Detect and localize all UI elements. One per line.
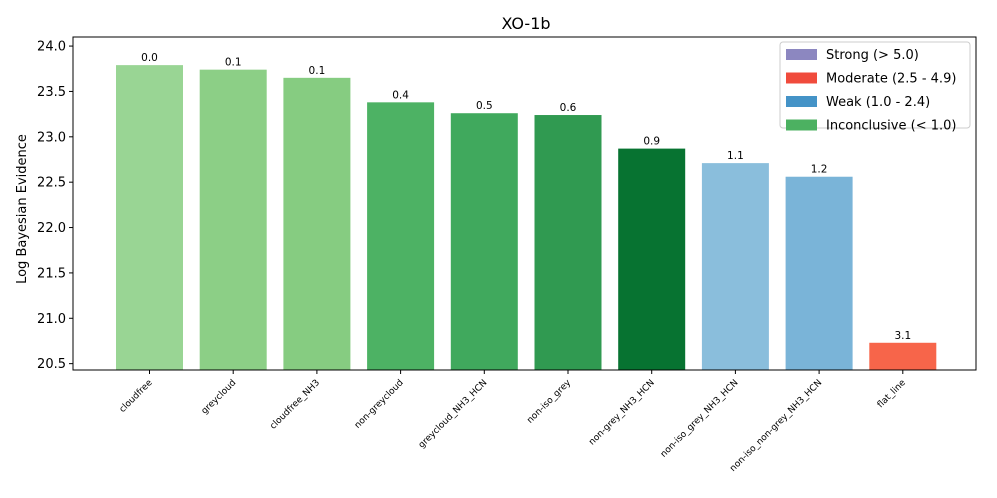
bar-greycloud-nh3-hcn xyxy=(450,113,518,370)
y-tick-label: 24.0 xyxy=(37,40,66,55)
data-label-non-greycloud: 0.4 xyxy=(392,89,409,101)
legend-swatch-weak-1-0-2-4 xyxy=(786,96,817,107)
x-tick-label-flat-line: flat_line xyxy=(876,378,908,410)
bar-cloudfree xyxy=(116,65,183,371)
y-tick-label: 22.5 xyxy=(37,176,66,191)
x-tick-label-non-iso-non-grey-nh3-hcn: non-iso_non-grey_NH3_HCN xyxy=(728,378,824,474)
x-tick-label-non-grey-nh3-hcn: non-grey_NH3_HCN xyxy=(587,378,656,447)
data-label-non-iso-grey: 0.6 xyxy=(560,102,577,114)
y-tick-label: 23.5 xyxy=(37,85,66,100)
bar-cloudfree-nh3 xyxy=(283,77,351,371)
data-label-flat-line: 3.1 xyxy=(894,330,911,342)
y-tick-label: 20.5 xyxy=(37,357,66,372)
legend-label-moderate-2-5-4-9: Moderate (2.5 - 4.9) xyxy=(826,72,956,87)
data-label-greycloud: 0.1 xyxy=(225,57,242,69)
bar-non-greycloud xyxy=(367,102,435,370)
legend-swatch-inconclusive-1-0 xyxy=(786,119,817,131)
bar-non-grey-nh3-hcn xyxy=(618,148,686,370)
plot-frame xyxy=(72,36,977,371)
data-labels: 0.0 0.1 0.1 0.4 0.5 0.6 0.9 1.1 1.2 3.1 xyxy=(141,52,911,342)
y-tick-label: 23.0 xyxy=(37,130,66,145)
x-tick-label-cloudfree: cloudfree xyxy=(118,378,155,415)
x-tick-label-non-greycloud: non-greycloud xyxy=(353,378,406,431)
data-label-non-grey-nh3-hcn: 0.9 xyxy=(643,136,660,148)
bar-non-iso-grey xyxy=(534,115,602,370)
data-label-cloudfree-nh3: 0.1 xyxy=(309,65,326,77)
bar-greycloud xyxy=(199,69,267,370)
legend-swatch-moderate-2-5-4-9 xyxy=(786,72,817,84)
legend-label-weak-1-0-2-4: Weak (1.0 - 2.4) xyxy=(826,95,930,110)
y-tick-label: 21.0 xyxy=(37,312,66,327)
y-tick-label: 21.5 xyxy=(37,266,66,281)
bar-flat-line xyxy=(869,342,937,370)
y-tick-label: 22.0 xyxy=(37,221,66,236)
x-tick-label-cloudfree-nh3: cloudfree_NH3 xyxy=(268,378,322,432)
bars xyxy=(116,65,937,371)
data-label-greycloud-nh3-hcn: 0.5 xyxy=(476,100,493,112)
legend-swatch-strong-5-0 xyxy=(786,49,817,60)
y-axis-label: Log Bayesian Evidence xyxy=(15,134,30,284)
bar-non-iso-grey-nh3-hcn xyxy=(701,163,769,370)
bar-non-iso-non-grey-nh3-hcn xyxy=(785,176,853,370)
legend-label-strong-5-0: Strong (> 5.0) xyxy=(826,48,919,63)
x-tick-label-non-iso-grey-nh3-hcn: non-iso_grey_NH3_HCN xyxy=(659,378,741,460)
data-label-non-iso-grey-nh3-hcn: 1.1 xyxy=(727,150,744,162)
legend-label-inconclusive-1-0: Inconclusive (< 1.0) xyxy=(826,119,956,134)
x-tick-label-greycloud-nh3-hcn: greycloud_NH3_HCN xyxy=(417,378,489,450)
x-axis: cloudfree greycloud cloudfree_NH3 non-greyc… xyxy=(118,370,908,474)
legend: Strong (> 5.0) Moderate (2.5 - 4.9) Weak (… xyxy=(779,41,971,134)
x-tick-label-non-iso-grey: non-iso_grey xyxy=(525,378,573,426)
data-label-cloudfree: 0.0 xyxy=(141,52,158,64)
y-axis: 20.5 21.0 21.5 22.0 22.5 23.0 23.5 24.0 xyxy=(37,40,73,372)
legend-frame xyxy=(779,41,971,129)
chart-title: XO-1b xyxy=(501,14,550,33)
data-label-non-iso-non-grey-nh3-hcn: 1.2 xyxy=(811,164,828,176)
x-tick-label-greycloud: greycloud xyxy=(200,378,239,417)
